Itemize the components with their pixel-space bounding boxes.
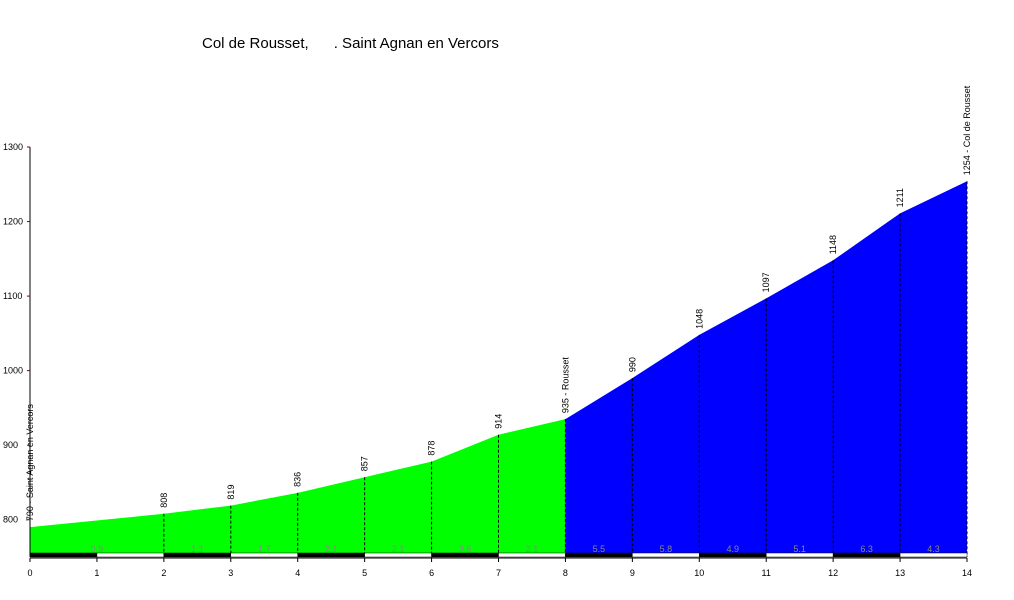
x-tick-label: 1 <box>94 568 99 578</box>
x-tick-label: 10 <box>694 568 704 578</box>
x-tick-label: 0 <box>27 568 32 578</box>
x-tick-label: 14 <box>962 568 972 578</box>
chart-title: Col de Rousset, . Saint Agnan en Vercors <box>202 35 499 52</box>
gradient-label: 5.8 <box>660 544 673 554</box>
x-tick-label: 9 <box>630 568 635 578</box>
x-tick-label: 3 <box>228 568 233 578</box>
x-tick-label: 2 <box>161 568 166 578</box>
value-label: 1254 - Col de Rousset <box>962 85 972 175</box>
value-label: 914 <box>494 414 504 429</box>
value-label: 836 <box>293 472 303 487</box>
gradient-label: 2.1 <box>325 544 338 554</box>
gradient-label: 3.6 <box>459 544 472 554</box>
gradient-label: 6.3 <box>860 544 873 554</box>
gradient-label: 0.9 <box>91 544 104 554</box>
y-tick-label: 800 <box>3 515 18 525</box>
value-label: 1097 <box>761 272 771 292</box>
x-tick-label: 8 <box>563 568 568 578</box>
gradient-label: 4.9 <box>726 544 739 554</box>
value-label: 878 <box>427 441 437 456</box>
value-label: 819 <box>226 485 236 500</box>
x-tick-label: 11 <box>762 568 771 578</box>
value-label: 1211 <box>895 188 905 207</box>
y-tick-label: 900 <box>3 440 18 450</box>
value-label: 808 <box>159 493 169 508</box>
gradient-label: 1.7 <box>258 544 271 554</box>
value-label: 935 - Rousset <box>560 357 570 414</box>
y-tick-label: 1000 <box>3 366 23 376</box>
y-tick-label: 1100 <box>3 291 22 301</box>
gradient-label: 2.1 <box>392 544 405 554</box>
value-label: 990 <box>627 357 637 372</box>
elevation-area <box>30 419 566 557</box>
gradient-label: 2.1 <box>526 544 539 554</box>
y-tick-label: 1300 <box>3 142 23 152</box>
km-strip <box>29 552 98 558</box>
gradient-label: 5.5 <box>593 544 606 554</box>
y-tick-label: 1200 <box>3 217 23 227</box>
value-label: 1148 <box>828 235 838 254</box>
x-tick-label: 7 <box>496 568 501 578</box>
gradient-label: 5.1 <box>793 544 806 554</box>
gradient-label: 1.1 <box>191 544 204 554</box>
x-tick-label: 6 <box>429 568 434 578</box>
x-tick-label: 12 <box>828 568 838 578</box>
value-label: 1048 <box>694 309 704 329</box>
gradient-label: 4.3 <box>927 544 940 554</box>
x-tick-label: 5 <box>362 568 367 578</box>
km-strip <box>899 552 968 558</box>
x-tick-label: 4 <box>295 568 300 578</box>
value-label: 857 <box>360 456 370 471</box>
x-tick-label: 13 <box>895 568 905 578</box>
km-strip <box>96 552 165 558</box>
